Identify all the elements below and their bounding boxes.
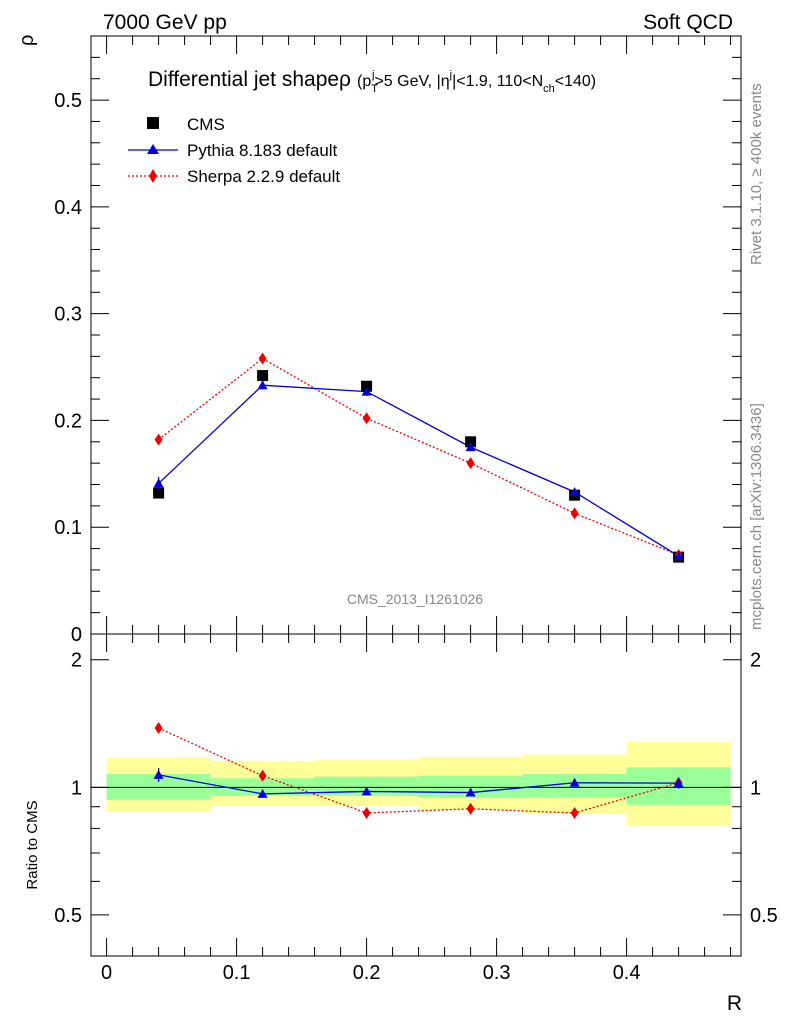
pythia-point [257,380,268,390]
ratio-pythia-point [153,769,164,779]
energy-label: 7000 GeV pp [103,11,227,34]
ratio-y-tick-label-right: 1 [750,777,761,799]
ratio-panel: 0.5 0.5 1 1 2 2 0 0.1 0.2 0.3 0.4 Ratio to CMS R [24,633,778,1015]
main-y-tick-labels: 0 0.1 0.2 0.3 0.4 0.5 [54,90,82,646]
ratio-pythia-point [465,787,476,797]
sherpa-point [154,433,163,446]
ratio-pythia-point [361,786,372,796]
ratio-y-axis-label: Ratio to CMS [24,800,41,889]
ratio-sherpa-line [158,727,679,814]
uncertainty-band-inner [314,776,419,796]
pythia-point [153,478,164,488]
ratio-y-tick-labels: 0.5 0.5 1 1 2 2 [54,650,778,927]
legend-cms-marker [147,117,159,129]
ratio-y-tick-label-left: 2 [71,650,82,672]
legend-cms-label: CMS [187,115,225,134]
category-label: Soft QCD [643,11,733,34]
ratio-frame [90,633,742,957]
ratio-sherpa-point [362,806,371,819]
x-tick-label: 0 [101,962,112,984]
ratio-sherpa-point [258,769,267,782]
ratio-sherpa-point [154,722,163,735]
ratio-series [153,722,684,819]
pythia-point [569,486,580,496]
x-tick-label: 0.1 [223,962,251,984]
pythia-point [465,442,476,452]
ratio-y-tick-label-left: 1 [71,777,82,799]
plot-title-main: Differential jet shapeρ [148,68,351,91]
y-tick-label: 0 [71,624,82,646]
legend-pythia-marker [147,144,159,154]
legend-sherpa-label: Sherpa 2.2.9 default [187,167,340,186]
y-tick-label: 0.2 [54,410,82,432]
rivet-label: Rivet 3.1.10, ≥ 400k events [748,83,765,265]
sherpa-point [362,412,371,425]
ratio-y-tick-label-right: 2 [750,650,761,672]
ratio-pythia-line [158,774,679,795]
legend-pythia-label: Pythia 8.183 default [187,141,338,160]
sherpa-point [466,457,475,470]
ratio-sherpa-point [466,802,475,815]
cms-point [257,370,269,382]
sherpa-line [158,357,679,556]
main-ticks [91,35,741,635]
ratio-pythia-point [257,788,268,798]
y-tick-label: 0.5 [54,90,82,112]
ratio-ticks [91,634,741,956]
cms-point [361,380,373,392]
pythia-point [361,386,372,396]
x-tick-label: 0.3 [483,962,511,984]
cms-point [153,487,165,499]
main-series [153,352,685,563]
plot-title: Differential jet shapeρ (pTj>5 GeV, |ηj|<… [148,68,596,95]
y-tick-label: 0.1 [54,517,82,539]
ratio-y-tick-label-right: 0.5 [750,905,778,927]
cms-point [465,436,477,448]
y-tick-label: 0.4 [54,197,82,219]
x-tick-labels: 0 0.1 0.2 0.3 0.4 [101,962,640,984]
main-panel: 0 0.1 0.2 0.3 0.4 0.5 ρ Differential jet shap… [16,35,742,646]
analysis-watermark: CMS_2013_I1261026 [347,591,483,607]
x-axis-label: R [727,992,742,1015]
legend: CMS Pythia 8.183 default Sherpa 2.2.9 de… [128,115,340,186]
ratio-y-tick-label-left: 0.5 [54,905,82,927]
y-axis-label: ρ [16,35,38,46]
sherpa-point [258,352,267,365]
mcplots-label: mcplots.cern.ch [arXiv:1306.3436] [748,403,765,630]
x-tick-label: 0.2 [353,962,381,984]
sherpa-point [570,507,579,520]
ratio-sherpa-point [570,806,579,819]
ratio-pythia-point [673,778,684,788]
y-tick-label: 0.3 [54,304,82,326]
legend-sherpa-marker [149,169,157,183]
x-tick-label: 0.4 [613,962,641,984]
pythia-point [673,551,684,561]
ratio-pythia-point [569,777,580,787]
pythia-line [158,384,679,557]
